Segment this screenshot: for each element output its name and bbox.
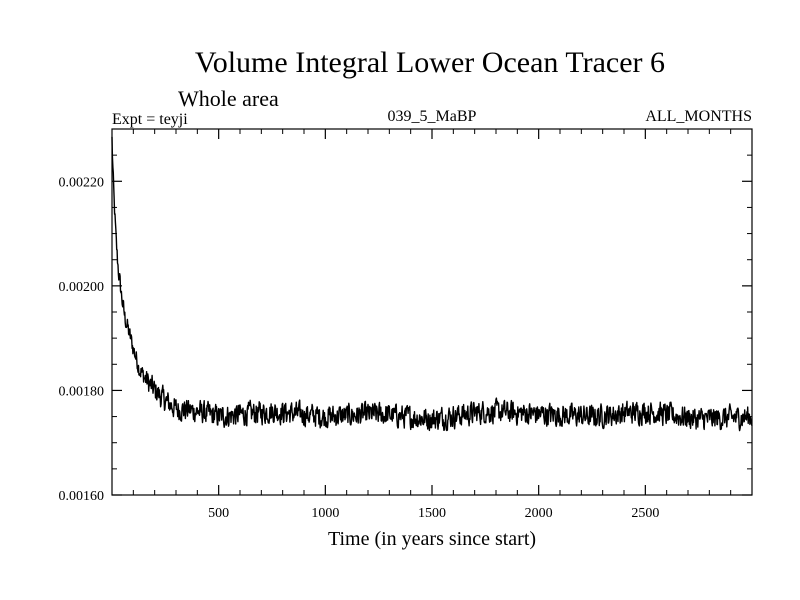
major-ticks	[112, 129, 752, 496]
y-tick-label: 0.00220	[59, 175, 105, 190]
months-label: ALL_MONTHS	[645, 108, 752, 125]
chart-title: Volume Integral Lower Ocean Tracer 6	[195, 46, 665, 79]
x-tick-label: 1500	[418, 506, 446, 521]
run-label: 039_5_MaBP	[388, 108, 477, 125]
y-tick-label: 0.00200	[59, 280, 105, 295]
chart-subtitle: Whole area	[178, 86, 279, 111]
y-tick-label: 0.00160	[59, 489, 105, 504]
x-tick-label: 2000	[525, 506, 553, 521]
y-tick-label: 0.00180	[59, 384, 105, 399]
x-tick-label: 500	[208, 506, 229, 521]
tick-labels: 500 1000 1500 2000 2500 0.00160 0.00180 0.00200…	[59, 175, 660, 521]
plot-frame	[111, 128, 753, 496]
minor-ticks	[112, 129, 752, 495]
experiment-label: Expt = teyji	[112, 111, 188, 128]
x-tick-label: 1000	[311, 506, 339, 521]
x-tick-label: 2500	[631, 506, 659, 521]
series-line	[111, 136, 753, 432]
x-axis-label: Time (in years since start)	[328, 528, 536, 550]
